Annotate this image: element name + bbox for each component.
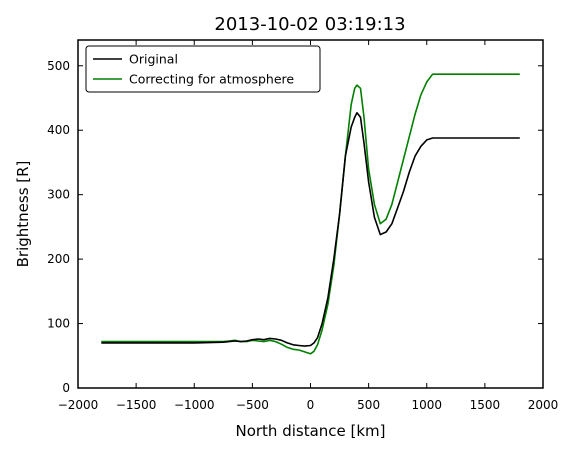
- legend: Original Correcting for atmosphere: [85, 45, 321, 93]
- y-tick-label: 300: [47, 188, 70, 202]
- y-tick-label: 0: [62, 381, 70, 395]
- x-tick-label: −2000: [58, 398, 99, 412]
- x-tick-label: 500: [357, 398, 380, 412]
- legend-label: Correcting for atmosphere: [129, 72, 294, 87]
- y-tick-label: 400: [47, 123, 70, 137]
- legend-label: Original: [129, 52, 178, 67]
- y-tick-label: 200: [47, 252, 70, 266]
- y-tick-label: 100: [47, 317, 70, 331]
- legend-box: [85, 45, 321, 93]
- x-tick-label: 1000: [411, 398, 442, 412]
- x-tick-label: −500: [236, 398, 269, 412]
- x-tick-label: 1500: [470, 398, 501, 412]
- series-line-original: [101, 112, 520, 347]
- chart-title: 2013-10-02 03:19:13: [214, 14, 405, 35]
- x-tick-label: 0: [307, 398, 315, 412]
- x-tick-label: −1000: [174, 398, 215, 412]
- x-tick-label: 2000: [528, 398, 559, 412]
- y-tick-label: 500: [47, 59, 70, 73]
- y-axis-label: Brightness [R]: [14, 161, 32, 268]
- x-axis-label: North distance [km]: [235, 422, 385, 440]
- x-tick-label: −1500: [116, 398, 157, 412]
